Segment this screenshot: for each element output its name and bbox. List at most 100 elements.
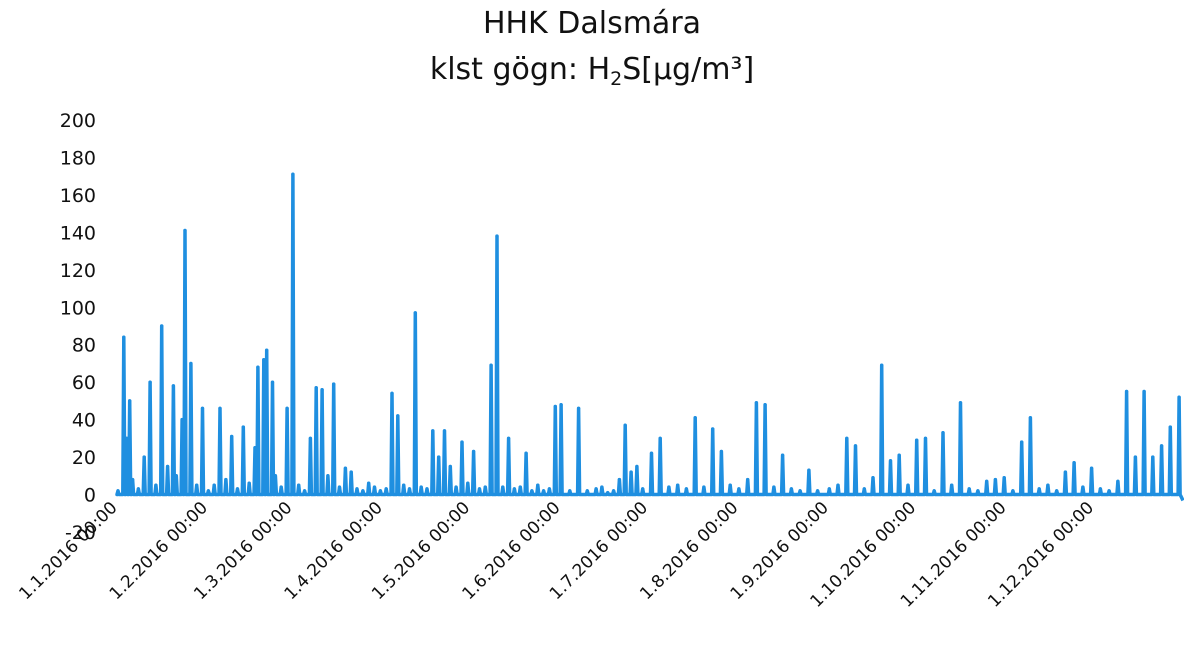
data-point <box>1142 389 1146 394</box>
data-point <box>431 429 435 433</box>
data-point <box>413 311 417 315</box>
data-point <box>1081 485 1085 489</box>
data-point <box>542 489 546 493</box>
data-point <box>489 363 493 367</box>
y-tick-label: 160 <box>60 185 96 207</box>
data-point <box>635 464 639 469</box>
data-point <box>789 487 794 491</box>
chart-title: HHK Dalsmára <box>482 6 702 41</box>
x-tick-label: 1.1.2016 00:00 <box>15 498 121 604</box>
data-point <box>279 485 283 489</box>
data-point <box>495 234 499 238</box>
data-point <box>798 489 802 493</box>
data-point <box>1116 479 1120 483</box>
data-point <box>390 391 394 395</box>
data-point <box>183 228 187 233</box>
data-point <box>314 386 318 390</box>
data-point <box>206 489 210 493</box>
data-point <box>606 491 610 495</box>
data-point <box>1160 444 1164 448</box>
data-point <box>763 403 767 407</box>
data-point <box>967 487 971 491</box>
data-point <box>1133 455 1137 459</box>
data-point <box>1072 461 1076 465</box>
data-point <box>454 485 458 489</box>
data-point <box>649 451 654 455</box>
data-point <box>932 489 936 493</box>
x-axis: 1.1.2016 00:001.2.2016 00:001.3.2016 00:… <box>15 498 1098 612</box>
x-tick-label: 1.8.2016 00:00 <box>636 498 742 604</box>
data-point <box>728 483 732 487</box>
data-point <box>419 485 423 489</box>
data-point <box>976 489 980 493</box>
data-point <box>1168 425 1172 429</box>
data-point <box>180 418 184 422</box>
data-point <box>265 348 269 352</box>
data-point <box>349 470 353 474</box>
data-point <box>585 489 589 493</box>
data-point <box>442 429 447 433</box>
data-point <box>448 464 452 469</box>
data-point <box>676 483 680 487</box>
data-point <box>337 485 342 489</box>
data-point <box>807 468 811 472</box>
data-point <box>530 489 534 493</box>
data-point <box>125 436 129 440</box>
data-point <box>845 436 849 440</box>
data-point <box>361 489 365 493</box>
data-point <box>355 487 359 491</box>
data-point <box>195 483 199 487</box>
data-point <box>326 474 330 478</box>
data-point <box>285 406 289 410</box>
data-point <box>466 481 470 485</box>
data-point <box>816 489 820 493</box>
data-point <box>131 478 135 482</box>
data-point <box>154 483 158 487</box>
data-point <box>711 427 715 431</box>
data-point <box>256 365 260 369</box>
data-point <box>888 459 893 463</box>
data-point <box>174 474 178 478</box>
data-point <box>853 444 858 448</box>
data-point <box>617 478 622 482</box>
data-point <box>384 487 388 491</box>
data-point <box>1011 489 1015 493</box>
data-point <box>746 478 750 482</box>
data-point <box>906 483 910 487</box>
data-point <box>171 384 175 388</box>
data-point <box>658 436 662 440</box>
data-point <box>1055 489 1059 493</box>
data-point <box>915 438 919 442</box>
data-point <box>501 485 505 489</box>
data-point <box>407 487 412 491</box>
data-point <box>230 434 234 439</box>
data-point <box>719 449 724 454</box>
data-point <box>343 466 347 470</box>
y-tick-label: 20 <box>72 447 96 469</box>
data-point <box>1063 470 1067 474</box>
data-point <box>941 431 945 435</box>
data-point <box>402 483 406 487</box>
data-point <box>247 481 251 485</box>
data-point <box>1037 487 1041 491</box>
data-point <box>897 453 901 457</box>
data-point <box>128 399 132 403</box>
data-point <box>477 487 482 491</box>
data-point <box>122 335 126 339</box>
data-point <box>985 479 989 483</box>
data-point <box>1107 489 1111 493</box>
y-tick-label: 60 <box>72 372 96 394</box>
subtitle-subscript: 2 <box>610 68 623 90</box>
data-point <box>262 358 266 362</box>
data-point <box>1002 476 1006 480</box>
data-point <box>923 436 928 440</box>
data-point <box>754 401 759 405</box>
series-layer <box>115 172 1184 502</box>
data-point <box>958 401 963 405</box>
data-point <box>594 487 598 491</box>
data-point <box>684 487 689 491</box>
data-point <box>142 455 146 459</box>
data-point <box>1028 416 1032 420</box>
data-point <box>378 489 382 493</box>
